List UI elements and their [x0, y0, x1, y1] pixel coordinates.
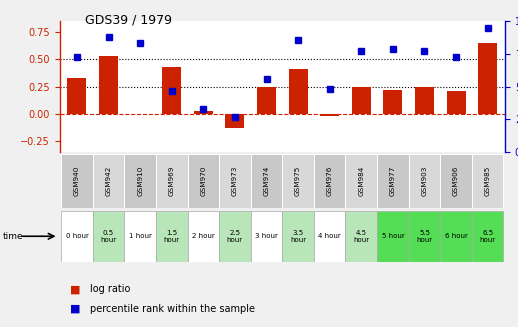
Text: GSM969: GSM969 [169, 165, 175, 196]
Bar [447, 91, 466, 114]
Bar [251, 211, 282, 262]
Text: GSM970: GSM970 [200, 165, 206, 196]
Bar [282, 211, 314, 262]
Bar [156, 154, 188, 208]
Text: GDS39 / 1979: GDS39 / 1979 [85, 13, 172, 26]
Bar [282, 154, 314, 208]
Bar [188, 211, 219, 262]
Bar [415, 87, 434, 114]
Text: 1 hour: 1 hour [128, 233, 152, 239]
Text: 5.5
hour: 5.5 hour [416, 230, 433, 243]
Text: GSM903: GSM903 [422, 165, 427, 196]
Text: 3.5
hour: 3.5 hour [290, 230, 306, 243]
Text: 3 hour: 3 hour [255, 233, 278, 239]
Bar [61, 211, 93, 262]
Bar [93, 154, 124, 208]
Text: ■: ■ [70, 284, 84, 294]
Bar [93, 211, 124, 262]
Text: 1.5
hour: 1.5 hour [164, 230, 180, 243]
Text: GSM985: GSM985 [485, 165, 491, 196]
Bar [352, 87, 371, 114]
Text: 2.5
hour: 2.5 hour [227, 230, 243, 243]
Bar [377, 154, 409, 208]
Text: GSM984: GSM984 [358, 165, 364, 196]
Bar [251, 154, 282, 208]
Bar [440, 154, 472, 208]
Bar [67, 78, 87, 114]
Bar [124, 211, 156, 262]
Text: 0.5
hour: 0.5 hour [100, 230, 117, 243]
Text: GSM942: GSM942 [106, 165, 111, 196]
Bar [383, 90, 402, 114]
Text: percentile rank within the sample: percentile rank within the sample [90, 304, 255, 314]
Text: 2 hour: 2 hour [192, 233, 214, 239]
Bar [346, 154, 377, 208]
Bar [314, 154, 346, 208]
Text: 0 hour: 0 hour [65, 233, 89, 239]
Bar [320, 114, 339, 116]
Text: 4 hour: 4 hour [319, 233, 341, 239]
Text: GSM906: GSM906 [453, 165, 459, 196]
Text: GSM976: GSM976 [327, 165, 333, 196]
Bar [162, 67, 181, 114]
Text: GSM973: GSM973 [232, 165, 238, 196]
Text: GSM975: GSM975 [295, 165, 301, 196]
Bar [194, 111, 213, 114]
Bar [156, 211, 188, 262]
Bar [440, 211, 472, 262]
Bar [478, 43, 497, 114]
Bar [219, 154, 251, 208]
Text: 5 hour: 5 hour [382, 233, 404, 239]
Text: 6 hour: 6 hour [444, 233, 468, 239]
Text: GSM974: GSM974 [264, 165, 269, 196]
Bar [409, 211, 440, 262]
Bar [472, 211, 503, 262]
Text: 6.5
hour: 6.5 hour [480, 230, 496, 243]
Bar [219, 211, 251, 262]
Bar [124, 154, 156, 208]
Bar [61, 154, 93, 208]
Bar [409, 154, 440, 208]
Text: 4.5
hour: 4.5 hour [353, 230, 369, 243]
Text: GSM910: GSM910 [137, 165, 143, 196]
Text: log ratio: log ratio [90, 284, 130, 294]
Bar [472, 154, 503, 208]
Bar [346, 211, 377, 262]
Text: GSM940: GSM940 [74, 165, 80, 196]
Bar [314, 211, 346, 262]
Text: GSM977: GSM977 [390, 165, 396, 196]
Text: time: time [3, 232, 23, 241]
Bar [377, 211, 409, 262]
Bar [188, 154, 219, 208]
Text: ■: ■ [70, 304, 84, 314]
Bar [99, 56, 118, 114]
Bar [289, 69, 308, 114]
Bar [257, 87, 276, 114]
Bar [225, 114, 244, 128]
